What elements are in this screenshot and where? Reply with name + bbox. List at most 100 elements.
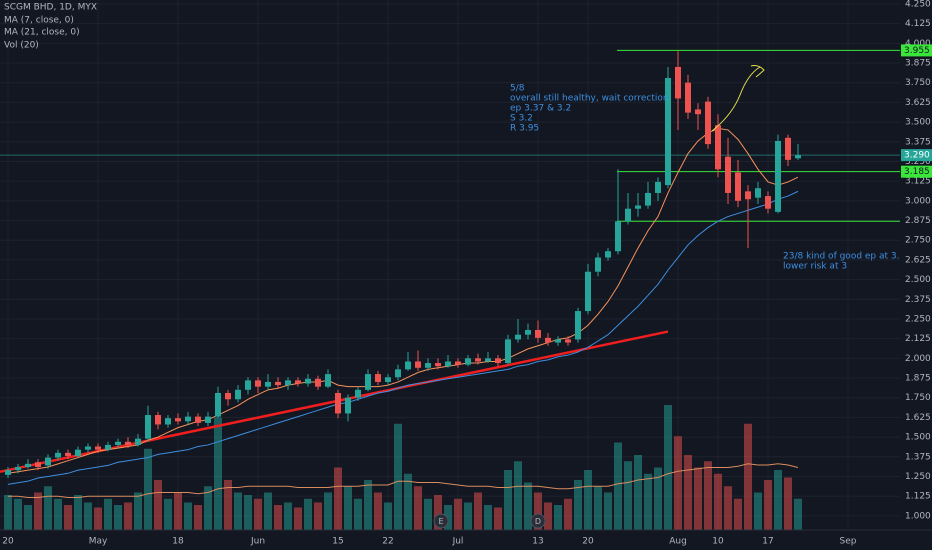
volume-bar	[584, 470, 592, 530]
y-tick-label: 4.000	[905, 39, 931, 49]
volume-bar	[314, 502, 322, 530]
candle-body	[635, 205, 641, 209]
y-tick-label: 1.000	[905, 511, 931, 521]
candle-body	[455, 361, 461, 365]
candle-body	[85, 446, 91, 450]
candle-body	[435, 363, 441, 367]
volume-bar	[524, 482, 532, 530]
volume-bar	[484, 505, 492, 530]
candle-body	[25, 463, 31, 467]
candle-body	[395, 369, 401, 378]
candle-body	[295, 380, 301, 384]
volume-bar	[774, 470, 782, 530]
volume-bar	[654, 467, 662, 530]
candle-body	[545, 337, 551, 343]
candle-body	[475, 358, 481, 362]
volume-bar	[784, 477, 792, 530]
y-tick-label: 3.125	[905, 177, 931, 187]
y-tick-label: 1.500	[905, 433, 931, 443]
volume-bar	[24, 505, 32, 530]
level-price-box	[901, 44, 932, 57]
volume-bar	[4, 495, 12, 530]
candle-body	[715, 125, 721, 170]
x-tick-label: Sep	[840, 537, 857, 547]
volume-bar	[694, 467, 702, 530]
y-tick-label: 1.750	[905, 393, 931, 403]
volume-bar	[714, 473, 722, 530]
candle-body	[745, 191, 751, 200]
y-tick-label: 2.250	[905, 314, 931, 324]
x-tick-label: 20	[2, 537, 14, 547]
candle-body	[445, 361, 451, 367]
y-tick-label: 4.125	[905, 19, 931, 29]
candle-body	[785, 137, 791, 160]
y-tick-label: 2.000	[905, 354, 931, 364]
volume-bar	[614, 442, 622, 530]
y-tick-label: 3.625	[905, 98, 931, 108]
x-tick-label: Jun	[250, 537, 265, 547]
x-tick-label: Jul	[452, 537, 464, 547]
x-tick-label: Aug	[669, 537, 687, 547]
candle-body	[145, 415, 151, 439]
candle-body	[215, 392, 221, 417]
volume-bar	[344, 486, 352, 530]
volume-bar	[384, 502, 392, 530]
candle-body	[375, 374, 381, 382]
y-tick-label: 2.625	[905, 255, 931, 265]
volume-bar	[304, 498, 312, 530]
x-tick-label: 13	[532, 537, 543, 547]
y-tick-label: 1.250	[905, 472, 931, 482]
candle-body	[555, 339, 561, 343]
candle-body	[105, 444, 111, 450]
volume-bar	[604, 492, 612, 530]
candle-body	[345, 397, 351, 414]
candle-body	[505, 339, 511, 364]
volume-bar	[444, 505, 452, 530]
y-tick-label: 4.250	[905, 0, 931, 9]
event-marker	[530, 513, 546, 529]
candle-body	[335, 392, 341, 414]
candle-body	[195, 416, 201, 423]
volume-bar	[14, 498, 22, 530]
volume-bar	[414, 486, 422, 530]
candle-body	[35, 462, 41, 467]
volume-ma-line	[8, 463, 799, 498]
candle-body	[225, 392, 231, 400]
volume-bar	[264, 492, 272, 530]
candle-body	[665, 77, 671, 186]
annotation-text: 5/8	[510, 84, 525, 94]
y-tick-label: 1.875	[905, 374, 931, 384]
candle-body	[135, 438, 141, 445]
event-label: D	[535, 517, 541, 526]
volume-bar	[494, 507, 502, 530]
volume-bar	[754, 492, 762, 530]
annotation-text: ep 3.37 & 3.2	[510, 104, 571, 114]
candle-body	[305, 378, 311, 384]
candle-body	[725, 156, 731, 193]
candle-body	[75, 449, 81, 456]
candle-body	[325, 374, 331, 387]
y-tick-label: 2.125	[905, 334, 931, 344]
volume-bar	[324, 492, 332, 530]
level-price-label: 3.955	[904, 46, 930, 56]
candle-body	[585, 271, 591, 312]
volume-bar	[404, 473, 412, 530]
volume-bar	[174, 492, 182, 530]
volume-bar	[94, 507, 102, 530]
y-tick-label: 1.625	[905, 413, 931, 423]
candle-body	[165, 418, 171, 425]
x-tick-label: May	[89, 537, 108, 547]
volume-bar	[354, 498, 362, 530]
candle-body	[755, 188, 761, 198]
x-tick-label: 10	[712, 537, 724, 547]
candle-body	[485, 358, 491, 362]
volume-bar	[684, 455, 692, 530]
candle-body	[385, 377, 391, 382]
volume-bar	[504, 470, 512, 530]
candle-body	[235, 389, 241, 400]
volume-bar	[734, 498, 742, 530]
y-tick-label: 2.875	[905, 216, 931, 226]
volume-bar	[184, 502, 192, 530]
